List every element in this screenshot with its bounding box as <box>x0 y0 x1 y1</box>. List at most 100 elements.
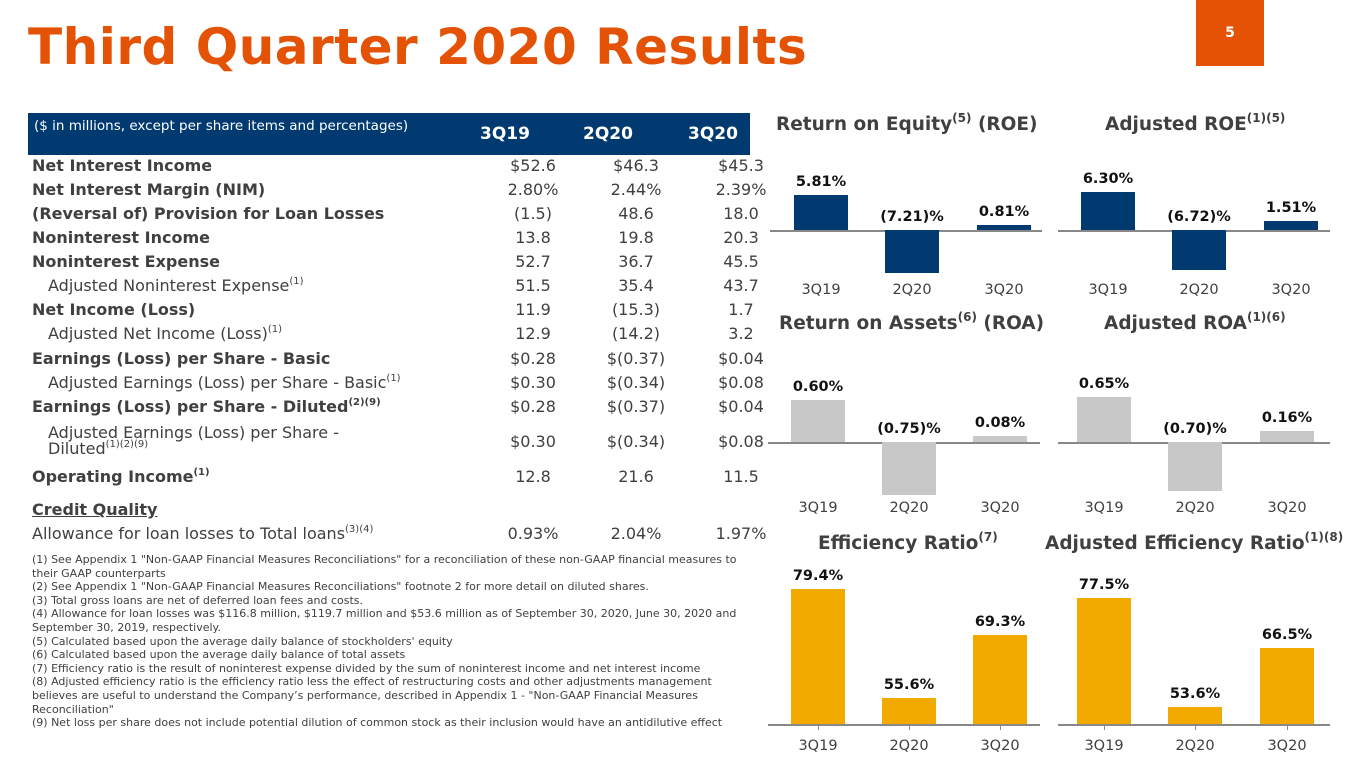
chart-bar-3Q20 <box>973 436 1027 442</box>
row-label-text: Adjusted Earnings (Loss) per Share - Bas… <box>48 373 387 392</box>
chart-title-footnote: (1)(5) <box>1246 111 1286 125</box>
table-cell: 1.7 <box>728 300 754 319</box>
row-label: Net Income (Loss) <box>32 298 195 322</box>
table-header: ($ in millions, except per share items a… <box>28 113 750 155</box>
footnote: (8) Adjusted efficiency ratio is the eff… <box>32 675 712 716</box>
footnote: (2) See Appendix 1 "Non-GAAP Financial M… <box>32 580 649 594</box>
row-label: Noninterest Expense <box>32 250 220 274</box>
chart-title: Adjusted ROA(1)(6) <box>1104 310 1286 334</box>
table-row: (Reversal of) Provision for Loan Losses (… <box>28 202 759 226</box>
chart-title: Adjusted ROE(1)(5) <box>1105 111 1286 135</box>
category-label: 3Q20 <box>980 500 1020 516</box>
axis-tick <box>909 724 910 730</box>
category-label: 3Q19 <box>798 500 838 516</box>
row-label-text: Earnings (Loss) per Share - Basic <box>32 349 331 368</box>
chart-bar-3Q19 <box>1077 597 1131 724</box>
footnote-ref: (2)(9) <box>348 397 381 408</box>
chart-title-footnote: (7) <box>978 530 998 544</box>
chart-title-text: Adjusted ROA <box>1104 313 1247 334</box>
row-label: Adjusted Earnings (Loss) per Share - Bas… <box>48 371 401 395</box>
data-label: (7.21)% <box>880 209 944 225</box>
table-row: Noninterest Income 13.8 19.8 20.3 <box>28 226 759 250</box>
footnote: (1) See Appendix 1 "Non-GAAP Financial M… <box>32 553 737 580</box>
data-label: (6.72)% <box>1167 209 1231 225</box>
table-row: Noninterest Expense 52.7 36.7 45.5 <box>28 250 759 274</box>
category-label: 3Q19 <box>1084 500 1124 516</box>
row-label-text: Earnings (Loss) per Share - Diluted <box>32 397 349 416</box>
category-label: 3Q19 <box>1088 282 1128 298</box>
row-label-text: Allowance for loan losses to Total loans <box>32 524 346 543</box>
table-cell: $0.08 <box>718 432 764 451</box>
chart-title: Return on Equity(5) (ROE) <box>776 111 1037 135</box>
chart-title-footnote: (5) <box>952 111 972 125</box>
category-label: 3Q20 <box>1267 500 1307 516</box>
footnote: (6) Calculated based upon the average da… <box>32 648 406 662</box>
row-label: Noninterest Income <box>32 226 210 250</box>
chart-bar-2Q20 <box>1168 707 1222 724</box>
chart-plot: 77.5% 53.6% 66.5% <box>1058 563 1330 730</box>
category-label: 2Q20 <box>1175 738 1215 754</box>
chart-title-text: Adjusted ROE <box>1105 114 1247 135</box>
table-row: Adjusted Earnings (Loss) per Share - Dil… <box>28 425 764 457</box>
table-row: Net Income (Loss) 11.9 (15.3) 1.7 <box>28 298 754 322</box>
table-cell: $0.04 <box>718 397 764 416</box>
chart-bar-3Q19 <box>791 588 845 724</box>
table-cell: 2.04% <box>610 524 662 543</box>
data-label: 79.4% <box>792 567 844 584</box>
footnote: (4) Allowance for loan losses was $116.8… <box>32 607 737 634</box>
table-cell: 0.93% <box>507 524 559 543</box>
axis-tick <box>818 724 819 730</box>
table-row: Earnings (Loss) per Share - Basic $0.28 $(… <box>28 347 764 371</box>
category-label: 2Q20 <box>1175 500 1215 516</box>
category-label: 3Q20 <box>1267 738 1307 754</box>
data-label: 55.6% <box>883 677 935 694</box>
table-cell: 52.7 <box>515 252 551 271</box>
table-cell: 43.7 <box>723 276 759 295</box>
data-label: 0.60% <box>792 379 844 395</box>
chart-plot: 79.4% 55.6% 69.3% <box>768 563 1040 730</box>
table-cell: 45.5 <box>723 252 759 271</box>
table-cell: (14.2) <box>611 324 661 343</box>
table-row: Operating Income(1) 12.8 21.6 11.5 <box>28 465 759 489</box>
chart-bar-2Q20 <box>1168 442 1222 491</box>
chart-bar-3Q19 <box>1077 396 1131 442</box>
data-label: 0.08% <box>974 415 1026 432</box>
row-label: Adjusted Net Income (Loss)(1) <box>48 322 282 346</box>
table-cell: $0.08 <box>718 373 764 392</box>
chart-title-text: Adjusted Efficiency Ratio <box>1045 533 1305 554</box>
table-cell: 11.9 <box>515 300 551 319</box>
category-label: 2Q20 <box>889 738 929 754</box>
table-cell: $0.30 <box>510 373 556 392</box>
category-label: 3Q20 <box>984 282 1024 298</box>
table-cell: (1.5) <box>514 204 552 223</box>
category-label: 3Q20 <box>1271 282 1311 298</box>
chart-title-footnote: (1)(8) <box>1304 530 1344 544</box>
category-label: 3Q19 <box>1084 738 1124 754</box>
row-label: Adjusted Noninterest Expense(1) <box>48 274 304 298</box>
category-label: 3Q19 <box>798 738 838 754</box>
chart-bar-2Q20 <box>885 230 939 274</box>
table-cell: 2.39% <box>715 180 767 199</box>
row-label: Allowance for loan losses to Total loans… <box>32 522 373 546</box>
chart-bar-3Q19 <box>1081 192 1135 230</box>
footnote-ref: (1) <box>386 373 401 384</box>
row-label-text: Noninterest Income <box>32 228 210 247</box>
column-header: 3Q19 <box>480 124 530 144</box>
table-cell: 21.6 <box>618 467 654 486</box>
table-cell: 13.8 <box>515 228 551 247</box>
data-label: 69.3% <box>974 614 1026 631</box>
table-cell: $(0.34) <box>606 373 666 392</box>
chart-title: Adjusted Efficiency Ratio(1)(8) <box>1045 530 1344 554</box>
data-label: 5.81% <box>795 174 847 191</box>
table-cell: 35.4 <box>618 276 654 295</box>
chart-bar-2Q20 <box>1172 230 1226 271</box>
table-cell: 20.3 <box>723 228 759 247</box>
chart-title-footnote: (1)(6) <box>1246 310 1286 324</box>
table-cell: 19.8 <box>618 228 654 247</box>
table-cell: $52.6 <box>510 156 556 175</box>
table-cell: 2.80% <box>507 180 559 199</box>
table-cell: $0.28 <box>510 397 556 416</box>
row-label-text: Net Interest Margin (NIM) <box>32 180 266 199</box>
data-label: 1.51% <box>1265 199 1317 216</box>
data-label: 6.30% <box>1082 171 1134 188</box>
